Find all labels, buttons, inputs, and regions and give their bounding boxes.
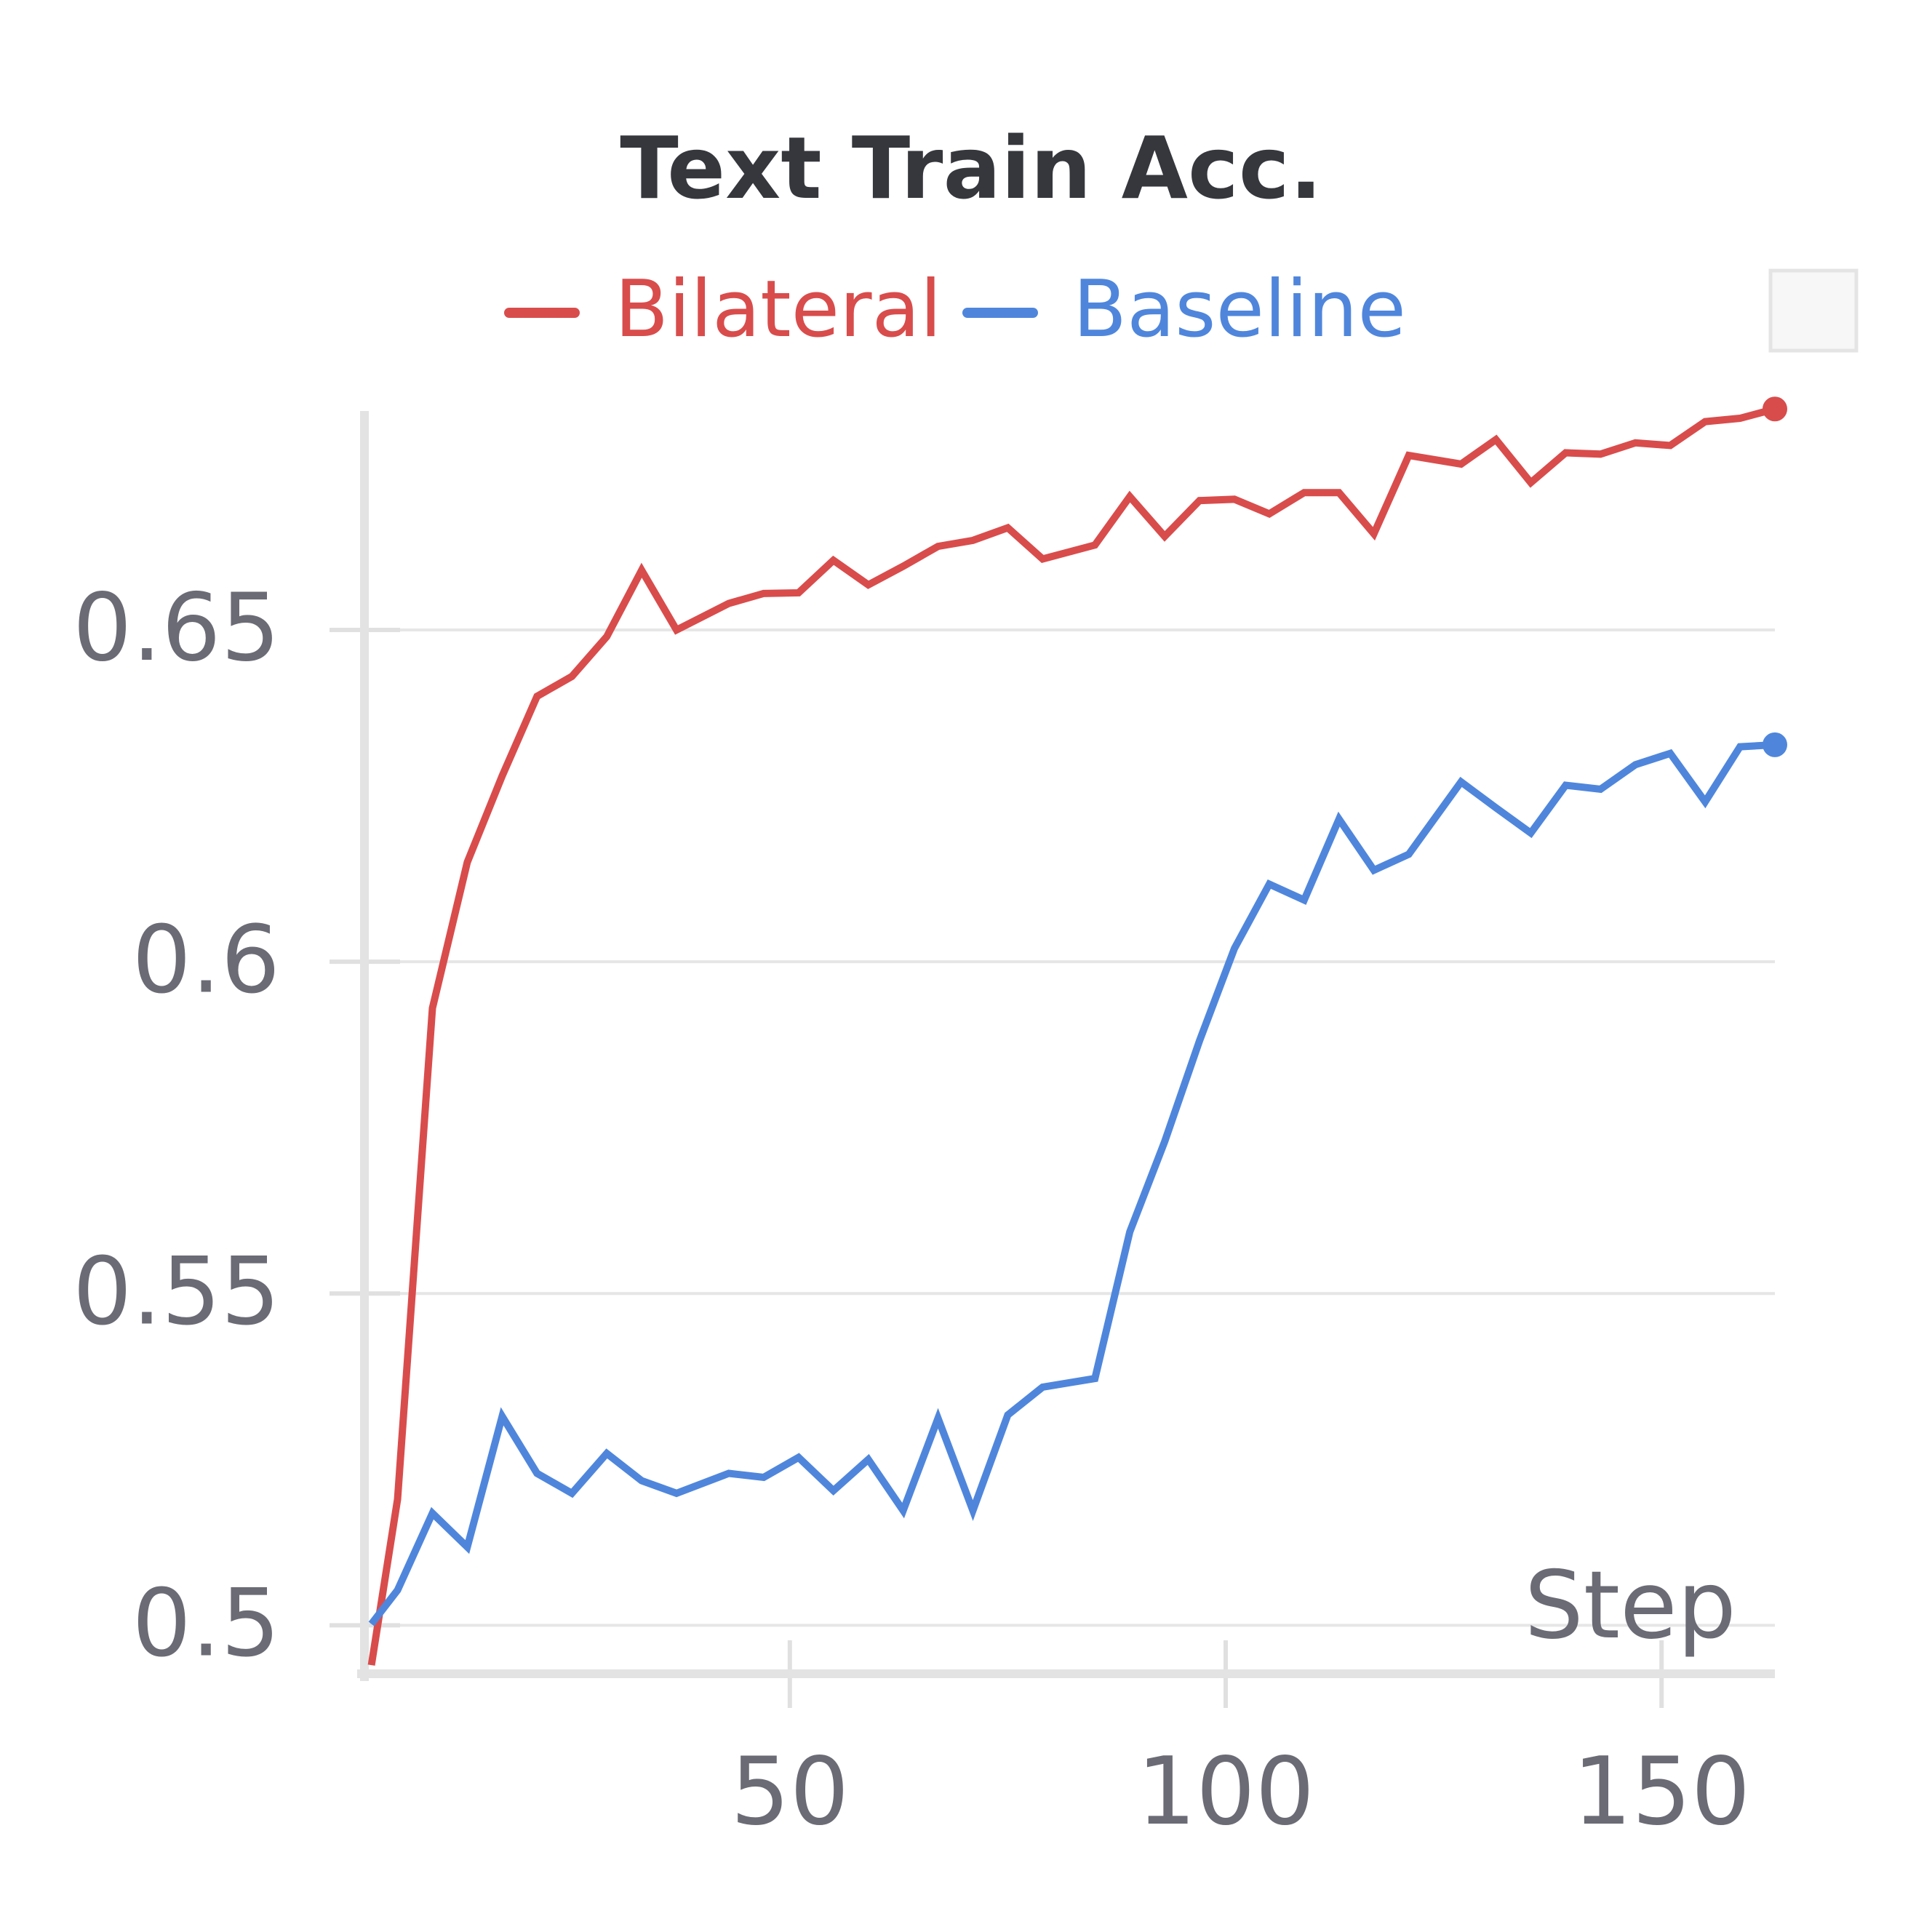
legend-label: Baseline [1073,264,1406,355]
chart-title: Text Train Acc. [620,118,1322,218]
legend: Bilateral Baseline [504,264,1406,355]
y-tick-label: 0.6 [132,906,280,1014]
y-tick-label: 0.65 [73,574,280,682]
legend-label: Bilateral [615,264,942,355]
x-tick-label: 100 [1137,1738,1314,1846]
series-line [368,741,1776,1626]
x-axis-label: Step [1525,1552,1736,1660]
x-tick-label: 50 [730,1738,849,1846]
x-tick-label: 150 [1573,1738,1750,1846]
series-line [367,405,1776,1666]
y-tick-label: 0.55 [73,1237,280,1346]
legend-box [1768,268,1859,353]
y-tick-label: 0.5 [132,1570,280,1678]
end-point [1763,396,1787,422]
end-point [1763,732,1787,757]
